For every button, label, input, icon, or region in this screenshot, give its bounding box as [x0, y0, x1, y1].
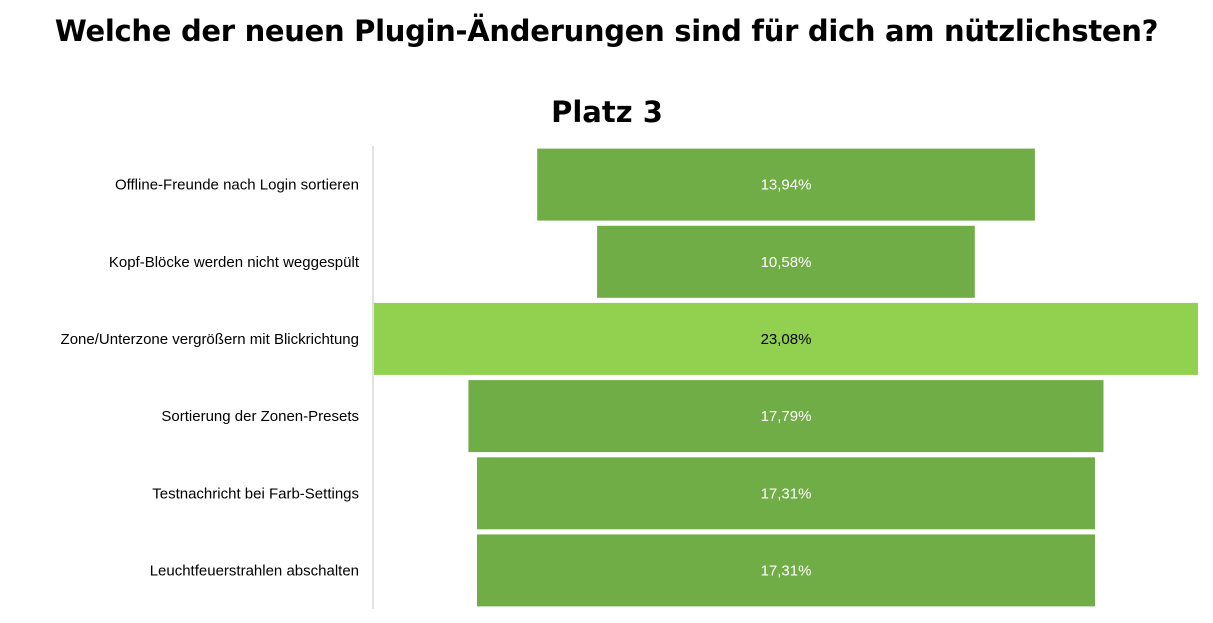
data-label-2: 10,58% [761, 254, 812, 271]
bar-4 [468, 380, 1104, 453]
data-label-3: 23,08% [761, 331, 812, 348]
data-label-6: 17,31% [761, 562, 812, 579]
bar-1 [537, 148, 1035, 221]
category-label-1: Offline-Freunde nach Login sortieren [115, 177, 359, 194]
category-label-2: Kopf-Blöcke werden nicht weggespült [109, 254, 360, 271]
bar-6 [477, 534, 1095, 607]
bar-5 [477, 457, 1095, 530]
chart-title: Welche der neuen Plugin-Änderungen sind … [54, 14, 1159, 48]
category-label-3: Zone/Unterzone vergrößern mit Blickricht… [61, 331, 359, 348]
data-label-5: 17,31% [761, 485, 812, 502]
bar-2 [597, 225, 975, 298]
category-label-5: Testnachricht bei Farb-Settings [152, 485, 359, 502]
data-label-4: 17,79% [761, 408, 812, 425]
category-label-6: Leuchtfeuerstrahlen abschalten [150, 562, 359, 579]
bar-3 [374, 302, 1198, 375]
data-label-1: 13,94% [761, 177, 812, 194]
category-label-4: Sortierung der Zonen-Presets [161, 408, 359, 425]
chart-subtitle: Platz 3 [551, 95, 663, 129]
